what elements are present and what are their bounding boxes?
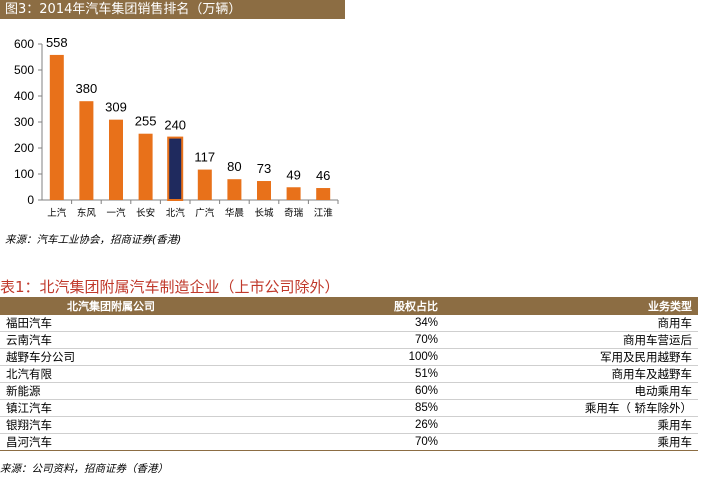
bar-东风 (79, 101, 94, 200)
bar-长安 (138, 133, 153, 200)
x-category-label: 广汽 (195, 207, 215, 219)
table-row: 越野车分公司 100% 军用及民用越野车 (0, 348, 698, 366)
y-tick-label: 100 (14, 167, 34, 181)
company-cell: 越野车分公司 (0, 348, 222, 366)
header-equity: 股权占比 (222, 297, 444, 315)
bar-华晨 (227, 179, 242, 200)
bar-value-label: 49 (286, 167, 300, 182)
bar-value-label: 117 (194, 150, 215, 165)
business-cell: 商用车营运后 (444, 331, 698, 349)
y-tick-label: 200 (14, 141, 34, 155)
company-cell: 云南汽车 (0, 331, 222, 349)
figure-caption: 图3：2014年汽车集团销售排名（万辆） (0, 0, 345, 19)
table-row: 云南汽车 70% 商用车营运后 (0, 331, 698, 349)
bar-value-label: 240 (164, 118, 186, 133)
bar-广汽 (197, 169, 212, 200)
equity-cell: 60% (222, 382, 444, 400)
x-category-label: 上汽 (47, 207, 67, 219)
bar-value-label: 255 (135, 114, 157, 129)
y-tick-label: 600 (14, 37, 34, 51)
equity-cell: 34% (222, 315, 444, 332)
affiliates-table: 北汽集团附属公司 股权占比 业务类型 福田汽车 34% 商用车 云南汽车 70% 商用车… (0, 297, 698, 451)
business-cell: 军用及民用越野车 (444, 348, 698, 366)
business-cell: 乘用车（ 轿车除外） (444, 399, 698, 417)
chart-source: 来源：汽车工业协会，招商证券(香港) (5, 234, 182, 246)
x-category-label: 长城 (254, 207, 274, 219)
x-category-label: 东风 (77, 207, 97, 219)
bar-北汽 (167, 136, 184, 201)
table-row: 镇江汽车 85% 乘用车（ 轿车除外） (0, 399, 698, 417)
x-category-label: 一汽 (106, 207, 126, 219)
equity-cell: 51% (222, 365, 444, 383)
business-cell: 商用车及越野车 (444, 365, 698, 383)
table-source: 来源：公司资料，招商证券（香港） (0, 463, 168, 475)
bar-奇瑞 (286, 187, 301, 200)
bar-value-label: 309 (105, 100, 127, 115)
y-tick-label: 300 (14, 115, 34, 129)
bar-一汽 (109, 119, 123, 200)
table-title: 表1：北汽集团附属汽车制造企业（上市公司除外） (0, 278, 340, 296)
bar-江淮 (316, 188, 331, 200)
company-cell: 新能源 (0, 382, 222, 400)
table-header-row: 北汽集团附属公司 股权占比 业务类型 (0, 297, 698, 315)
company-cell: 福田汽车 (0, 315, 222, 332)
bar-上汽 (49, 54, 64, 200)
business-cell: 乘用车 (444, 416, 698, 434)
equity-cell: 70% (222, 331, 444, 349)
business-cell: 乘用车 (444, 433, 698, 451)
y-tick-label: 500 (14, 63, 34, 77)
bar-长城 (257, 181, 271, 200)
equity-cell: 100% (222, 348, 444, 366)
equity-cell: 70% (222, 433, 444, 451)
x-category-label: 华晨 (225, 207, 245, 219)
y-tick-label: 0 (27, 193, 34, 207)
sales-bar-chart: 0 100 200 300 400 500 600 558 上汽 380 东风 309 一汽 255 长安… (14, 35, 339, 219)
bar-value-label: 46 (316, 168, 330, 183)
bar-value-label: 73 (257, 161, 271, 176)
company-cell: 镇江汽车 (0, 399, 222, 417)
table-row: 新能源 60% 电动乘用车 (0, 382, 698, 400)
table-row: 银翔汽车 26% 乘用车 (0, 416, 698, 434)
business-cell: 电动乘用车 (444, 382, 698, 400)
company-cell: 银翔汽车 (0, 416, 222, 434)
table-row: 昌河汽车 70% 乘用车 (0, 433, 698, 451)
header-company: 北汽集团附属公司 (0, 297, 222, 315)
y-tick-label: 400 (14, 89, 34, 103)
bar-value-label: 80 (227, 159, 241, 174)
bar-value-label: 558 (46, 35, 68, 50)
x-category-label: 北汽 (166, 207, 186, 219)
x-category-label: 江淮 (314, 208, 334, 219)
table-row: 福田汽车 34% 商用车 (0, 315, 698, 332)
header-business: 业务类型 (444, 297, 698, 315)
company-cell: 昌河汽车 (0, 433, 222, 451)
equity-cell: 85% (222, 399, 444, 417)
equity-cell: 26% (222, 416, 444, 434)
company-cell: 北汽有限 (0, 365, 222, 383)
bar-value-label: 380 (76, 81, 98, 96)
x-category-label: 奇瑞 (284, 207, 304, 219)
x-category-label: 长安 (136, 207, 155, 219)
business-cell: 商用车 (444, 315, 698, 332)
table-row: 北汽有限 51% 商用车及越野车 (0, 365, 698, 383)
